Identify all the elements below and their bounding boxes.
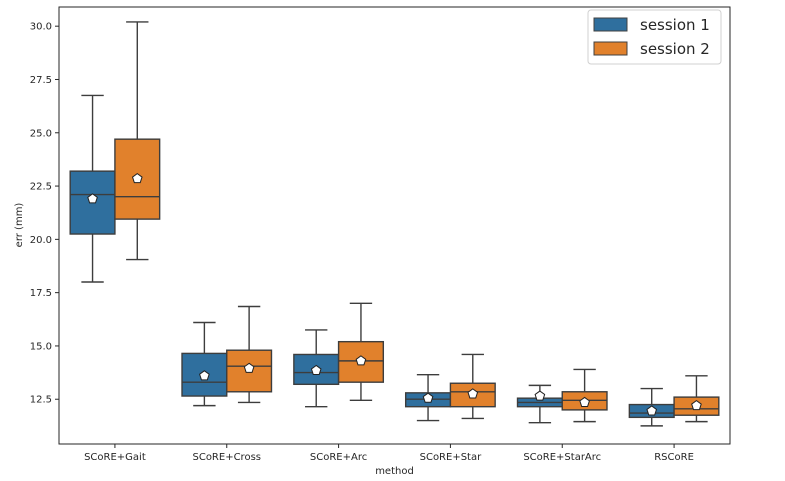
mean-marker [243, 362, 255, 373]
x-axis: SCoRE+Gait SCoRE+Cross SCoRE+Arc SCoRE+Star… [84, 444, 694, 463]
legend-swatch-session-2 [593, 41, 628, 56]
mean-marker [131, 172, 143, 184]
mean-marker [467, 388, 479, 399]
mean-marker [310, 364, 322, 375]
x-tick-label: SCoRE+Gait [84, 452, 146, 463]
legend-swatch-session-1 [593, 17, 628, 32]
box-group [449, 353, 496, 420]
x-tick-label: SCoRE+Cross [192, 452, 261, 463]
mean-marker [646, 405, 658, 416]
plot-frame [58, 6, 731, 445]
y-tick-label: 17.5 [30, 288, 52, 299]
y-tick-label: 12.5 [30, 395, 52, 406]
box-group [69, 94, 116, 283]
box-group [114, 21, 161, 261]
box-group [293, 329, 340, 408]
legend-label-session-2: session 2 [640, 40, 710, 58]
y-tick-label: 27.5 [30, 75, 52, 86]
y-tick-label: 15.0 [30, 341, 52, 352]
x-tick-label: SCoRE+Arc [310, 452, 367, 463]
box-group [337, 302, 385, 401]
y-tick-label: 30.0 [30, 22, 52, 33]
y-tick-label: 20.0 [30, 235, 52, 246]
box-group [181, 321, 228, 407]
x-tick-label: SCoRE+Star [420, 452, 482, 463]
x-axis-title: method [375, 466, 414, 477]
y-axis: 12.5 15.0 17.5 20.0 22.5 25.0 27.5 30.0 [30, 22, 59, 406]
mean-marker [579, 396, 590, 407]
x-tick-label: RSCoRE [654, 452, 694, 463]
y-tick-label: 22.5 [30, 182, 52, 193]
box-group [628, 387, 675, 427]
legend-label-session-1: session 1 [640, 16, 710, 34]
legend: session 1 session 2 [587, 9, 722, 65]
box-group [226, 305, 273, 404]
mean-marker [355, 355, 367, 366]
boxes [69, 21, 720, 427]
mean-marker [422, 392, 434, 403]
box-group [561, 368, 608, 423]
mean-marker [87, 193, 98, 204]
mean-marker [534, 390, 546, 401]
box-group [673, 375, 720, 423]
plot-area [59, 7, 730, 444]
mean-marker [691, 400, 702, 411]
x-tick-label: SCoRE+StarArc [523, 452, 601, 463]
mean-marker [199, 370, 210, 381]
y-axis-title: err (mm) [14, 203, 25, 248]
y-tick-label: 25.0 [30, 128, 52, 139]
